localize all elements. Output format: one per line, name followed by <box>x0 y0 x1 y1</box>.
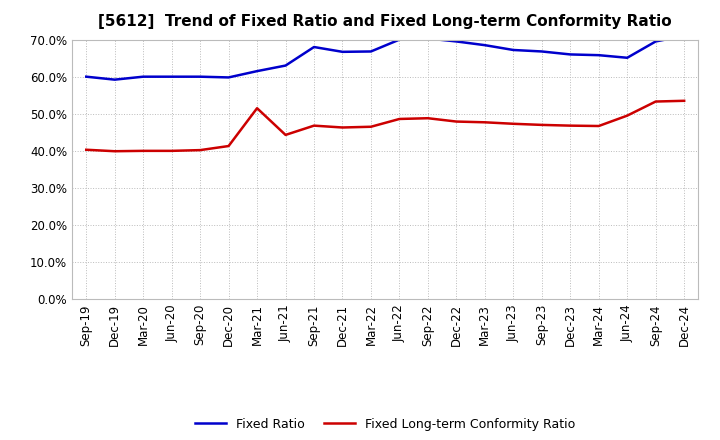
Fixed Long-term Conformity Ratio <box>82 147 91 152</box>
Fixed Long-term Conformity Ratio <box>395 116 404 121</box>
Fixed Long-term Conformity Ratio <box>537 122 546 128</box>
Fixed Ratio <box>537 49 546 54</box>
Line: Fixed Ratio: Fixed Ratio <box>86 36 684 80</box>
Line: Fixed Long-term Conformity Ratio: Fixed Long-term Conformity Ratio <box>86 101 684 151</box>
Fixed Long-term Conformity Ratio <box>366 124 375 129</box>
Fixed Long-term Conformity Ratio <box>196 147 204 153</box>
Fixed Ratio <box>225 75 233 80</box>
Fixed Long-term Conformity Ratio <box>652 99 660 104</box>
Fixed Ratio <box>338 49 347 55</box>
Fixed Long-term Conformity Ratio <box>225 143 233 149</box>
Fixed Long-term Conformity Ratio <box>566 123 575 128</box>
Fixed Ratio <box>167 74 176 79</box>
Fixed Long-term Conformity Ratio <box>139 148 148 154</box>
Fixed Ratio <box>509 48 518 53</box>
Fixed Ratio <box>652 39 660 44</box>
Fixed Long-term Conformity Ratio <box>480 120 489 125</box>
Fixed Long-term Conformity Ratio <box>680 98 688 103</box>
Fixed Ratio <box>480 43 489 48</box>
Fixed Ratio <box>110 77 119 82</box>
Fixed Ratio <box>196 74 204 79</box>
Fixed Long-term Conformity Ratio <box>452 119 461 124</box>
Fixed Long-term Conformity Ratio <box>167 148 176 154</box>
Fixed Ratio <box>139 74 148 79</box>
Fixed Ratio <box>423 36 432 41</box>
Fixed Ratio <box>566 52 575 57</box>
Fixed Long-term Conformity Ratio <box>338 125 347 130</box>
Fixed Long-term Conformity Ratio <box>282 132 290 138</box>
Fixed Ratio <box>253 69 261 74</box>
Fixed Ratio <box>395 37 404 42</box>
Fixed Ratio <box>452 39 461 44</box>
Fixed Ratio <box>366 49 375 54</box>
Fixed Ratio <box>680 33 688 39</box>
Fixed Ratio <box>282 63 290 68</box>
Fixed Long-term Conformity Ratio <box>253 106 261 111</box>
Fixed Long-term Conformity Ratio <box>509 121 518 126</box>
Fixed Ratio <box>623 55 631 60</box>
Fixed Long-term Conformity Ratio <box>310 123 318 128</box>
Fixed Long-term Conformity Ratio <box>623 113 631 118</box>
Legend: Fixed Ratio, Fixed Long-term Conformity Ratio: Fixed Ratio, Fixed Long-term Conformity … <box>190 413 580 436</box>
Fixed Long-term Conformity Ratio <box>595 123 603 128</box>
Fixed Ratio <box>82 74 91 79</box>
Title: [5612]  Trend of Fixed Ratio and Fixed Long-term Conformity Ratio: [5612] Trend of Fixed Ratio and Fixed Lo… <box>99 14 672 29</box>
Fixed Long-term Conformity Ratio <box>110 149 119 154</box>
Fixed Long-term Conformity Ratio <box>423 116 432 121</box>
Fixed Ratio <box>310 44 318 50</box>
Fixed Ratio <box>595 52 603 58</box>
